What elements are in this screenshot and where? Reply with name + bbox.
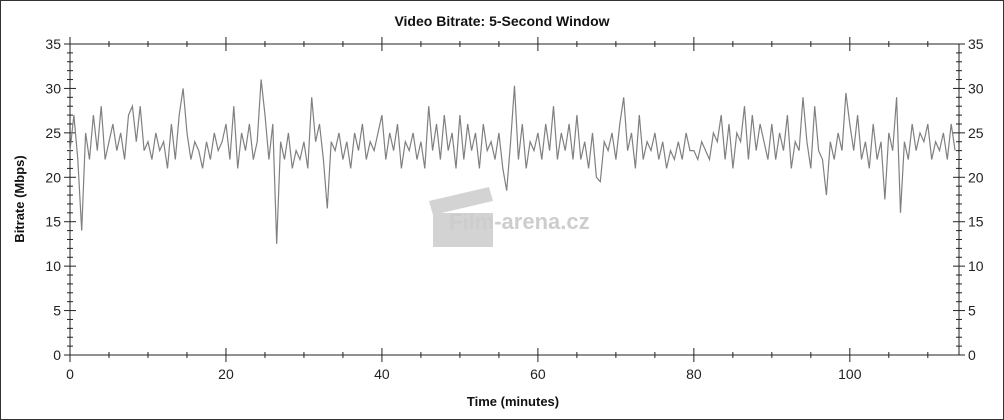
plot-area-border <box>69 43 960 356</box>
y-tick-label-left: 5 <box>53 303 61 319</box>
y-tick-label-left: 25 <box>45 125 61 141</box>
clapper-body-icon <box>433 213 493 247</box>
y-tick-label-left: 20 <box>45 169 61 185</box>
y-tick-label-left: 15 <box>45 214 61 230</box>
y-tick-label-left: 30 <box>45 80 61 96</box>
y-tick-label-left: 35 <box>45 36 61 52</box>
chart-title: Video Bitrate: 5-Second Window <box>394 13 609 29</box>
x-axis-label: Time (minutes) <box>467 394 559 409</box>
watermark-logo: Film-arena.cz <box>429 187 590 247</box>
x-tick-label: 40 <box>374 366 390 382</box>
y-tick-label-left: 0 <box>53 347 61 363</box>
x-tick-label: 100 <box>838 366 862 382</box>
y-tick-label-right: 5 <box>968 303 976 319</box>
y-tick-label-left: 10 <box>45 258 61 274</box>
y-tick-label-right: 30 <box>968 80 984 96</box>
x-tick-label: 80 <box>686 366 702 382</box>
x-tick-label: 20 <box>218 366 234 382</box>
x-tick-label: 0 <box>66 366 74 382</box>
y-axis-label: Bitrate (Mbps) <box>12 155 27 242</box>
y-tick-label-right: 25 <box>968 125 984 141</box>
y-tick-label-right: 10 <box>968 258 984 274</box>
clapper-top-icon <box>429 187 493 215</box>
x-tick-label: 60 <box>530 366 546 382</box>
y-tick-label-right: 15 <box>968 214 984 230</box>
y-tick-label-right: 0 <box>968 347 976 363</box>
watermark-text: Film-arena.cz <box>449 209 590 234</box>
bitrate-series-line <box>69 79 956 244</box>
y-tick-label-right: 35 <box>968 36 984 52</box>
y-tick-label-right: 20 <box>968 169 984 185</box>
